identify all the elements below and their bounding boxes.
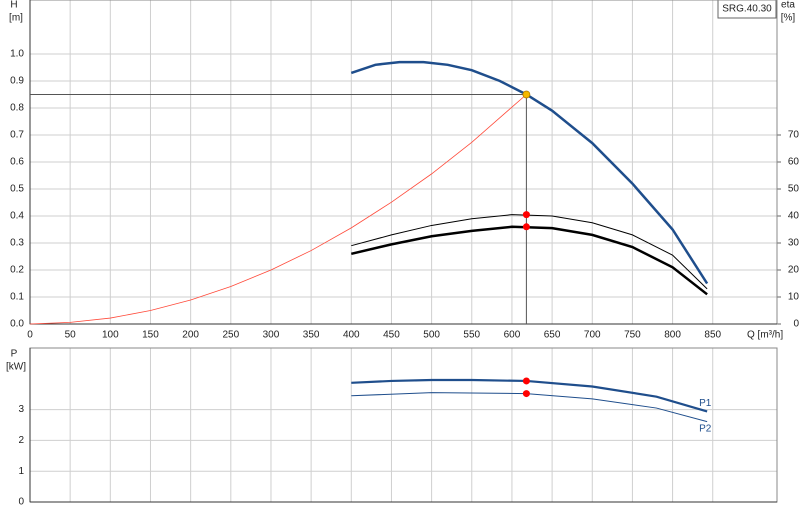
x-tick-label: 750: [624, 330, 641, 341]
y-tick-label: 0.5: [10, 184, 24, 195]
y2-tick-label: 10: [788, 292, 800, 303]
y-axis-unit: [kW]: [6, 362, 26, 373]
series-label: P1: [699, 398, 712, 409]
y-tick-label: 3: [18, 404, 24, 415]
series-label: P2: [699, 423, 712, 434]
plot-frame: [29, 347, 778, 503]
x-tick-label: 650: [544, 330, 561, 341]
operating-point: [522, 377, 530, 385]
curve: [29, 94, 527, 325]
y-tick-label: 0.8: [10, 103, 24, 114]
curve: [351, 225, 708, 296]
curve: [351, 214, 708, 290]
y-tick-label: 0.9: [10, 76, 24, 87]
curve: [351, 378, 708, 413]
operating-point: [522, 223, 530, 231]
y-tick-label: 0.2: [10, 265, 24, 276]
x-tick-label: 300: [263, 330, 280, 341]
y-tick-label: 0.7: [10, 130, 24, 141]
y2-axis-unit: [%]: [781, 13, 796, 24]
x-tick-label: 50: [65, 330, 77, 341]
x-tick-label: 100: [102, 330, 119, 341]
y2-tick-label: 0: [793, 319, 799, 330]
y2-tick-label: 70: [788, 130, 800, 141]
y-tick-label: 0.4: [10, 211, 24, 222]
x-tick-label: 850: [704, 330, 721, 341]
y2-tick-label: 50: [788, 184, 800, 195]
x-tick-label: 250: [222, 330, 239, 341]
operating-point: [522, 390, 530, 398]
y-tick-label: 2: [18, 435, 24, 446]
x-tick-label: 600: [504, 330, 521, 341]
y2-tick-label: 20: [788, 265, 800, 276]
operating-point: [522, 90, 531, 99]
x-tick-label: 350: [303, 330, 320, 341]
operating-point: [522, 211, 530, 219]
chart-title: SRG.40.30: [722, 4, 772, 15]
x-tick-label: 200: [182, 330, 199, 341]
y-tick-label: 1: [18, 466, 24, 477]
y-tick-label: 0.0: [10, 319, 24, 330]
x-axis-label: Q [m³/h]: [747, 330, 783, 341]
y-tick-label: 0: [18, 497, 24, 508]
x-tick-label: 500: [423, 330, 440, 341]
y-tick-label: 1.0: [10, 49, 24, 60]
curve: [350, 60, 709, 285]
curve: [351, 392, 708, 423]
x-tick-label: 800: [664, 330, 681, 341]
x-tick-label: 700: [584, 330, 601, 341]
y-axis-label: H: [10, 0, 17, 11]
y2-tick-label: 60: [788, 157, 800, 168]
y2-tick-label: 40: [788, 211, 800, 222]
x-tick-label: 400: [343, 330, 360, 341]
y-axis-label: P: [11, 349, 18, 360]
y-tick-label: 0.3: [10, 238, 24, 249]
x-tick-label: 0: [27, 330, 33, 341]
x-tick-label: 550: [463, 330, 480, 341]
y2-tick-label: 30: [788, 238, 800, 249]
title-box: [717, 0, 777, 19]
x-tick-label: 450: [383, 330, 400, 341]
y2-axis-label: eta: [781, 0, 795, 11]
x-tick-label: 150: [142, 330, 159, 341]
y-tick-label: 0.1: [10, 292, 24, 303]
y-tick-label: 0.6: [10, 157, 24, 168]
y-axis-unit: [m]: [9, 13, 23, 24]
